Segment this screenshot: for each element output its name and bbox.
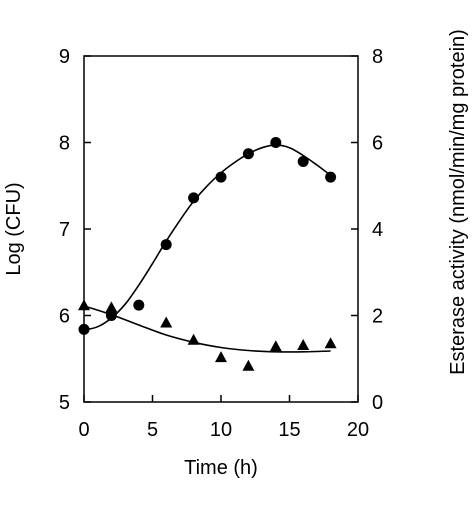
lines-layer [83,144,332,353]
x-tick-label: 20 [347,419,369,441]
esterase-data-point [187,333,200,345]
cfu-data-point [133,299,145,311]
esterase-data-point [269,340,282,352]
cfu-data-point [325,171,337,183]
y-right-tick-label: 2 [372,306,383,328]
points-layer [78,137,337,371]
x-tick-label: 0 [78,419,89,441]
y-axis-left-title: Log (CFU) [3,182,25,275]
cfu-data-point [78,323,90,335]
cfu-data-point [270,137,282,148]
esterase-data-point [242,359,255,371]
y-right-tick-label: 0 [372,392,383,414]
y-right-tick-label: 4 [372,219,383,241]
plot-frame [83,55,359,403]
y-left-tick-label: 9 [59,46,70,68]
x-tick-label: 5 [147,419,158,441]
cfu-data-point [105,310,117,321]
x-axis-title: Time (h) [184,457,258,479]
esterase-data-point [78,299,90,311]
y-right-tick-label: 8 [372,46,383,68]
y-left-tick-label: 6 [59,306,70,328]
cfu-fit-curve [83,144,332,331]
y-axis-right-title: Esterase activity (nmol/min/mg protein) [447,29,469,375]
y-left-tick-label: 8 [59,133,70,155]
esterase-data-point [160,316,173,328]
y-left-tick-label: 7 [59,219,70,241]
cfu-data-point [242,148,254,160]
x-tick-label: 10 [210,419,232,441]
esterase-data-point [324,337,337,349]
cfu-data-point [215,171,227,183]
esterase-data-point [297,338,310,350]
x-tick-label: 15 [278,419,300,441]
y-left-tick-label: 5 [59,392,70,414]
cfu-data-point [297,156,309,168]
y-right-tick-label: 6 [372,133,383,155]
cfu-data-point [188,192,200,204]
esterase-fit-curve [83,305,331,353]
esterase-data-point [105,301,118,313]
cfu-data-point [160,239,172,251]
esterase-data-point [215,351,227,363]
